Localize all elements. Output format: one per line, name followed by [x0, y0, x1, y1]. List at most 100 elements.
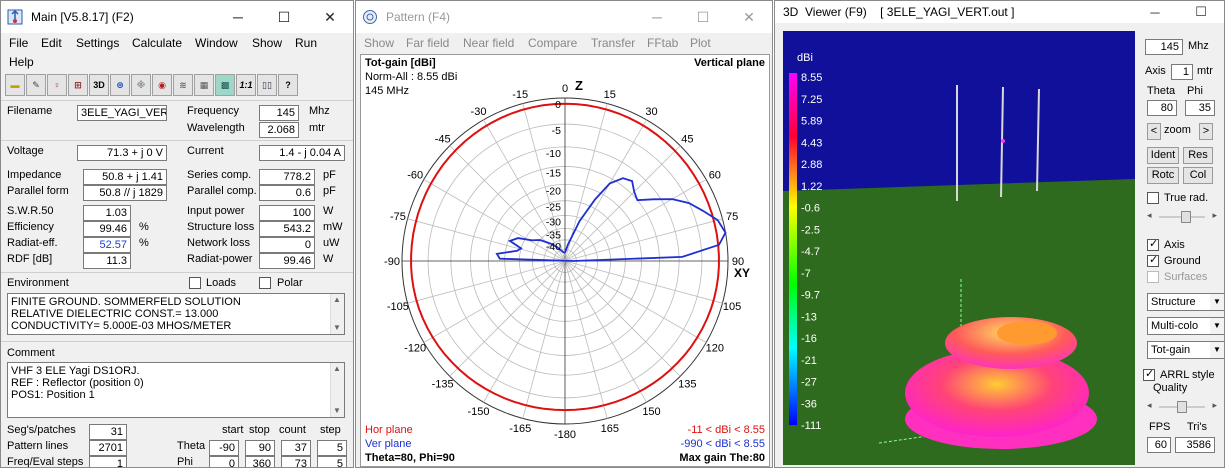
calculator-icon[interactable]: ▦: [194, 74, 214, 96]
arrl-style-checkbox[interactable]: [1143, 367, 1155, 381]
polar-grid-spoke: [564, 260, 681, 377]
input-power-label: Input power: [187, 205, 245, 217]
menu-help[interactable]: Help: [9, 55, 34, 69]
theta-count-field[interactable]: 37: [281, 440, 311, 456]
quality-right-arrow-icon[interactable]: ▸: [1212, 400, 1217, 410]
rotc-button[interactable]: Rotc: [1147, 167, 1179, 184]
edit-pencil-icon[interactable]: ✎: [26, 74, 46, 96]
menu-window[interactable]: Window: [195, 36, 238, 50]
ratio-icon[interactable]: 1:1: [236, 74, 256, 96]
polar-angle-label: -135: [432, 378, 454, 390]
environment-memo[interactable]: FINITE GROUND. SOMMERFELD SOLUTION RELAT…: [7, 293, 345, 335]
viewer-axis-field[interactable]: 1: [1171, 64, 1193, 80]
optimize-icon[interactable]: ▩: [215, 74, 235, 96]
pattern-menu-transfer[interactable]: Transfer: [591, 36, 636, 50]
menu-calculate[interactable]: Calculate: [132, 36, 183, 50]
viewer-3d-scene[interactable]: 8.55 7.25 5.89 4.43 2.88 1.22 -0.6 -2.5 -4.7 -7 -9…: [783, 31, 1135, 465]
col-button[interactable]: Col: [1183, 167, 1213, 184]
phi-start-field[interactable]: 0: [209, 456, 239, 467]
ground-checkbox[interactable]: [1147, 253, 1159, 267]
comment-memo[interactable]: VHF 3 ELE Yagi DS1ORJ. REF : Reflector (…: [7, 362, 345, 418]
pattern-titlebar: Pattern (F4) ─ ☐ ✕: [356, 1, 772, 33]
tris-field: 3586: [1175, 437, 1215, 453]
antenna-icon[interactable]: ♀: [47, 74, 67, 96]
polar-angle-label: 165: [601, 423, 619, 435]
totgain-select[interactable]: Tot-gain ▼: [1147, 341, 1224, 359]
menu-settings[interactable]: Settings: [76, 36, 120, 50]
quality-thumb[interactable]: [1177, 401, 1187, 413]
transfer-icon[interactable]: ≋: [173, 74, 193, 96]
viewer-maximize-button[interactable]: ☐: [1195, 4, 1207, 19]
pattern-icon[interactable]: ⊛: [110, 74, 130, 96]
help-question-icon[interactable]: ?: [278, 74, 298, 96]
menu-file[interactable]: File: [9, 36, 29, 50]
quality-slider[interactable]: ◂ ▸: [1147, 400, 1217, 414]
slider-left-arrow-icon[interactable]: ◂: [1147, 210, 1152, 220]
view-3d-icon[interactable]: 3D: [89, 74, 109, 96]
surfaces-checkbox[interactable]: [1147, 271, 1159, 283]
swr-field: 1.03: [83, 205, 131, 221]
menu-show[interactable]: Show: [252, 36, 283, 50]
maximize-button[interactable]: ☐: [277, 8, 291, 25]
radiat-power-field: 99.46: [259, 253, 315, 269]
viewer-phi-field[interactable]: 35: [1185, 100, 1215, 116]
input-power-field[interactable]: 100: [259, 205, 315, 221]
viewer-slider[interactable]: ◂ ▸: [1147, 210, 1217, 224]
freq-eval-field[interactable]: 1: [89, 456, 127, 467]
zoom-in-button[interactable]: >: [1199, 123, 1213, 140]
pattern-menu-near-field[interactable]: Near field: [463, 36, 515, 50]
multicolor-select[interactable]: Multi-colo ▼: [1147, 317, 1224, 335]
frequency-field[interactable]: 145: [259, 105, 299, 121]
swr-label: S.W.R.50: [7, 205, 54, 217]
segs-label: Seg's/patches: [7, 424, 76, 436]
polar-checkbox[interactable]: [259, 277, 271, 289]
pattern-menu-fftab[interactable]: FFtab: [647, 36, 679, 50]
scale-value-label: 4.43: [801, 137, 822, 149]
pattern-menu-show[interactable]: Show: [364, 36, 395, 50]
loads-checkbox[interactable]: [189, 277, 201, 289]
pattern-minimize-button[interactable]: ─: [652, 9, 662, 25]
slider-thumb[interactable]: [1181, 211, 1191, 223]
viewer-freq-field[interactable]: 145: [1145, 39, 1183, 55]
minimize-button[interactable]: ─: [233, 9, 243, 25]
polar-plot[interactable]: 0 15 30 45 60 75 90 105 120 135 150 165 -180 -15 -30 -4…: [360, 54, 770, 467]
structure-select[interactable]: Structure ▼: [1147, 293, 1224, 311]
polar-label: Polar: [277, 277, 303, 289]
theta-stop-field[interactable]: 90: [245, 440, 275, 456]
viewer-theta-field[interactable]: 80: [1147, 100, 1177, 116]
manual-book-icon[interactable]: ▯▯: [257, 74, 277, 96]
ident-button[interactable]: Ident: [1147, 147, 1179, 164]
menu-run[interactable]: Run: [295, 36, 318, 50]
filename-label: Filename: [7, 105, 53, 117]
pattern-menu-compare[interactable]: Compare: [528, 36, 578, 50]
filename-field[interactable]: 3ELE_YAGI_VER: [77, 105, 167, 121]
theta-start-field[interactable]: -90: [209, 440, 239, 456]
environment-scrollbar[interactable]: [330, 294, 344, 334]
phi-step-field[interactable]: 5: [317, 456, 347, 467]
pattern-close-button[interactable]: ✕: [743, 8, 755, 25]
quality-left-arrow-icon[interactable]: ◂: [1147, 400, 1152, 410]
zoom-out-button[interactable]: <: [1147, 123, 1161, 140]
geometry-icon[interactable]: ⊞: [68, 74, 88, 96]
phi-count-field[interactable]: 73: [281, 456, 311, 467]
compare-icon[interactable]: ◉: [152, 74, 172, 96]
polar-grid-spoke: [423, 179, 566, 262]
axis-checkbox[interactable]: [1147, 237, 1159, 251]
true-rad-checkbox[interactable]: [1147, 192, 1159, 204]
open-folder-icon[interactable]: ▬: [5, 74, 25, 96]
comment-scrollbar[interactable]: [330, 363, 344, 417]
res-button[interactable]: Res: [1183, 147, 1213, 164]
pattern-menu-far-field[interactable]: Far field: [406, 36, 450, 50]
main-titlebar: Main [V5.8.17] (F2) ─ ☐ ✕: [1, 1, 353, 33]
radiat-eff-unit: %: [139, 237, 149, 249]
pattern-menu-plot[interactable]: Plot: [690, 36, 711, 50]
viewer-minimize-button[interactable]: ─: [1150, 4, 1160, 20]
menu-edit[interactable]: Edit: [41, 36, 62, 50]
phi-stop-field[interactable]: 360: [245, 456, 275, 467]
close-button[interactable]: ✕: [324, 8, 336, 25]
polar-angle-label: 0: [562, 83, 568, 95]
near-field-icon[interactable]: ※: [131, 74, 151, 96]
pattern-maximize-button[interactable]: ☐: [696, 8, 710, 25]
slider-right-arrow-icon[interactable]: ▸: [1212, 210, 1217, 220]
theta-step-field[interactable]: 5: [317, 440, 347, 456]
